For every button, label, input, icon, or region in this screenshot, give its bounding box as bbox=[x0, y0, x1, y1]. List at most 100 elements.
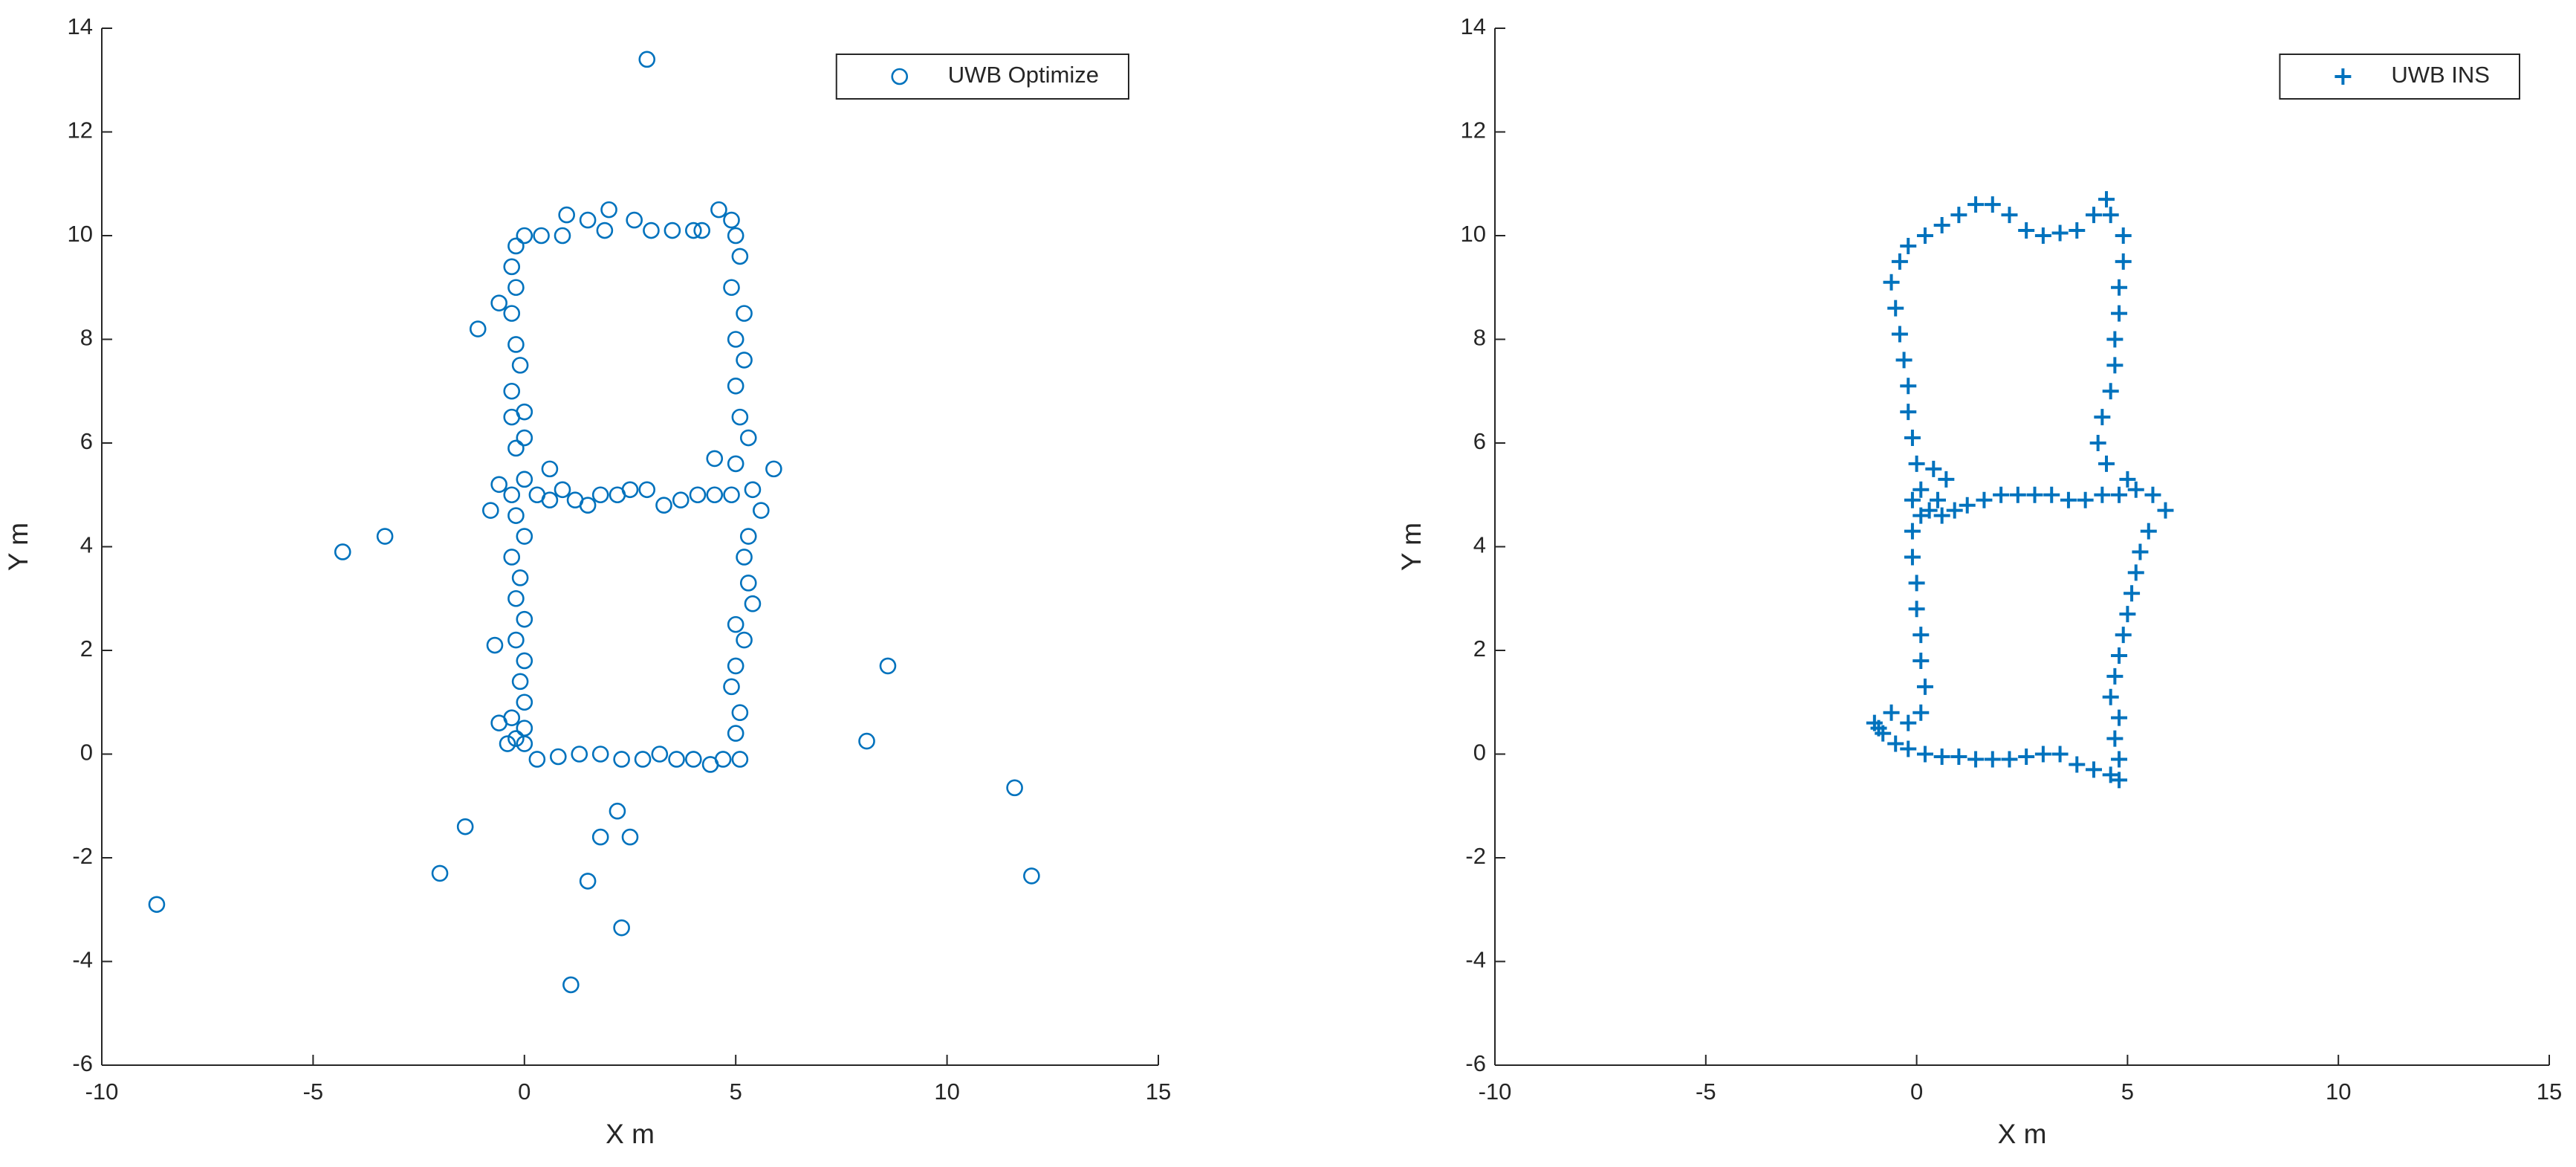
point bbox=[1006, 779, 1023, 797]
point bbox=[2111, 751, 2128, 768]
point bbox=[562, 976, 580, 994]
point bbox=[1916, 678, 1933, 695]
point bbox=[1908, 575, 1925, 592]
legend-box bbox=[2279, 54, 2520, 100]
point bbox=[2157, 502, 2174, 519]
y-tick-label: -6 bbox=[1465, 1050, 1486, 1076]
point bbox=[1938, 471, 1955, 488]
point bbox=[1904, 549, 1921, 566]
point bbox=[2127, 481, 2144, 498]
y-tick-label: 14 bbox=[1461, 13, 1486, 39]
point bbox=[2069, 756, 2086, 773]
point bbox=[2098, 191, 2115, 208]
x-axis-label: X m bbox=[1998, 1119, 2047, 1149]
y-axis-label: Y m bbox=[3, 523, 33, 571]
point bbox=[2051, 746, 2069, 763]
y-tick-label: 14 bbox=[68, 13, 93, 39]
legend: UWB Optimize bbox=[835, 54, 1129, 100]
point bbox=[638, 481, 656, 499]
point bbox=[2115, 253, 2132, 270]
point bbox=[490, 294, 507, 311]
point bbox=[1883, 274, 1900, 291]
point bbox=[2094, 409, 2111, 426]
point bbox=[689, 486, 707, 504]
point bbox=[2001, 751, 2018, 768]
point bbox=[1904, 430, 1921, 447]
point bbox=[2119, 471, 2136, 488]
point bbox=[1908, 601, 1925, 618]
point bbox=[1967, 196, 1985, 213]
point bbox=[486, 636, 504, 654]
point bbox=[693, 222, 710, 239]
point bbox=[2018, 222, 2035, 239]
point bbox=[2069, 222, 2086, 239]
point bbox=[1912, 704, 1930, 721]
point bbox=[744, 595, 762, 612]
point bbox=[1967, 751, 1985, 768]
point bbox=[736, 631, 753, 649]
y-tick-label: 12 bbox=[68, 117, 93, 143]
point bbox=[591, 828, 609, 846]
legend-box bbox=[835, 54, 1129, 100]
point bbox=[596, 222, 614, 239]
point bbox=[1912, 627, 1930, 644]
point bbox=[516, 694, 533, 711]
point bbox=[2124, 585, 2141, 602]
point bbox=[1976, 491, 1993, 508]
point bbox=[1959, 497, 1976, 514]
point bbox=[1916, 746, 1933, 763]
y-tick-label: 4 bbox=[1473, 532, 1486, 558]
point bbox=[2001, 207, 2018, 224]
point bbox=[723, 279, 740, 297]
point bbox=[1933, 748, 1950, 765]
point bbox=[727, 455, 744, 473]
point bbox=[643, 222, 660, 239]
point bbox=[1950, 748, 1967, 765]
point bbox=[664, 222, 681, 239]
point bbox=[723, 486, 740, 504]
point bbox=[2018, 748, 2035, 765]
point bbox=[879, 657, 897, 675]
legend-label: UWB INS bbox=[2391, 62, 2490, 88]
x-tick-label: -10 bbox=[1479, 1079, 1512, 1105]
point bbox=[2051, 224, 2069, 242]
point bbox=[2034, 746, 2051, 763]
point bbox=[1883, 704, 1900, 721]
point bbox=[1900, 714, 1917, 731]
point bbox=[727, 657, 744, 675]
point bbox=[516, 528, 533, 545]
point bbox=[516, 720, 533, 737]
point bbox=[2102, 383, 2119, 400]
point bbox=[613, 751, 630, 768]
point bbox=[516, 610, 533, 628]
point bbox=[516, 652, 533, 670]
point bbox=[1904, 491, 1921, 508]
point bbox=[2106, 667, 2124, 685]
y-tick-label: -6 bbox=[72, 1050, 93, 1076]
point bbox=[511, 673, 529, 691]
point bbox=[600, 201, 617, 219]
point bbox=[533, 227, 550, 245]
point bbox=[2026, 486, 2043, 503]
point bbox=[503, 305, 521, 322]
point bbox=[2102, 688, 2119, 705]
point bbox=[469, 320, 487, 337]
point bbox=[706, 486, 724, 504]
point bbox=[507, 589, 525, 607]
x-tick-label: 10 bbox=[934, 1079, 959, 1105]
point bbox=[739, 575, 757, 592]
point bbox=[1870, 720, 1887, 737]
point bbox=[2098, 455, 2115, 472]
y-tick-label: 0 bbox=[80, 740, 93, 766]
plot: -10 -5 0 5 10 15 -6 -4 -2 0 2 4 6 8 10 12 14 X m Y m UWB Op… bbox=[3, 13, 1171, 1149]
legend-symbol bbox=[891, 68, 909, 85]
point bbox=[554, 481, 571, 499]
point bbox=[2106, 357, 2124, 374]
point bbox=[541, 491, 559, 509]
point bbox=[1891, 326, 1908, 343]
point bbox=[1933, 217, 1950, 234]
point bbox=[376, 528, 394, 545]
point bbox=[554, 227, 571, 245]
point bbox=[753, 502, 770, 519]
point bbox=[516, 471, 533, 488]
